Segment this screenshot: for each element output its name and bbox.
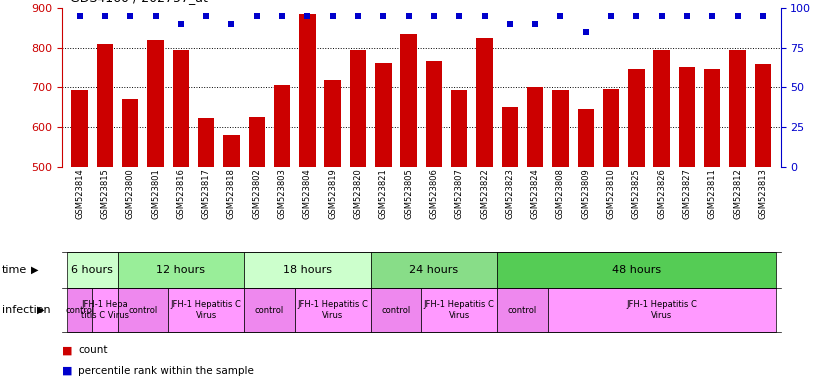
Bar (553, 90, 568, 167)
Text: ■: ■ (62, 345, 73, 355)
Point (301, 13, 314, 19)
Bar (603, 89, 620, 167)
Point (98, 13, 112, 19)
Text: control: control (65, 306, 94, 314)
Bar (401, 33, 417, 167)
Point (427, 13, 440, 19)
Point (629, 13, 643, 19)
Text: ■: ■ (62, 366, 73, 376)
Bar (249, 117, 265, 167)
Point (529, 20, 542, 27)
Text: JFH-1 Hepa
titis C Virus: JFH-1 Hepa titis C Virus (81, 300, 129, 320)
Text: control: control (382, 306, 411, 314)
Point (757, 13, 770, 19)
Bar (349, 50, 366, 167)
Point (553, 13, 567, 19)
Point (276, 13, 289, 19)
Point (73, 13, 86, 19)
Bar (122, 99, 139, 167)
Point (402, 13, 415, 19)
Text: ▶: ▶ (37, 305, 45, 315)
Point (579, 28, 592, 35)
Point (478, 13, 491, 19)
Point (681, 13, 694, 19)
Point (453, 13, 466, 19)
Point (174, 20, 188, 27)
Text: percentile rank within the sample: percentile rank within the sample (78, 366, 254, 376)
Bar (173, 50, 189, 167)
Bar (425, 61, 442, 167)
Text: JFH-1 Hepatitis C
Virus: JFH-1 Hepatitis C Virus (297, 300, 368, 320)
Point (225, 20, 238, 27)
Text: infection: infection (2, 305, 50, 315)
Point (326, 13, 339, 19)
Point (149, 13, 162, 19)
Bar (147, 40, 164, 167)
Text: GDS4160 / 202757_at: GDS4160 / 202757_at (70, 0, 208, 4)
Text: JFH-1 Hepatitis C
Virus: JFH-1 Hepatitis C Virus (626, 300, 697, 320)
Bar (653, 50, 670, 167)
Bar (729, 50, 746, 167)
Point (503, 20, 516, 27)
Point (250, 13, 263, 19)
Bar (501, 107, 518, 167)
Bar (97, 44, 113, 167)
Text: 18 hours: 18 hours (282, 265, 332, 275)
Point (731, 13, 744, 19)
Bar (704, 70, 720, 167)
Bar (527, 88, 544, 167)
Point (351, 13, 364, 19)
Point (124, 13, 137, 19)
Bar (71, 90, 88, 167)
Bar (325, 80, 341, 167)
Text: JFH-1 Hepatitis C
Virus: JFH-1 Hepatitis C Virus (424, 300, 495, 320)
Point (200, 13, 213, 19)
Bar (223, 135, 240, 167)
Text: count: count (78, 345, 108, 355)
Point (655, 13, 668, 19)
Bar (477, 38, 493, 167)
Bar (755, 64, 771, 167)
Text: 48 hours: 48 hours (612, 265, 661, 275)
Text: 12 hours: 12 hours (156, 265, 206, 275)
Bar (274, 85, 290, 167)
Text: control: control (254, 306, 284, 314)
Text: time: time (2, 265, 27, 275)
Point (377, 13, 390, 19)
Bar (375, 63, 392, 167)
Bar (577, 109, 594, 167)
Bar (198, 118, 215, 167)
Bar (299, 15, 316, 167)
Text: ▶: ▶ (31, 265, 39, 275)
Text: control: control (508, 306, 537, 314)
Bar (451, 90, 468, 167)
Text: control: control (128, 306, 158, 314)
Bar (679, 68, 695, 167)
Text: 6 hours: 6 hours (71, 265, 113, 275)
Bar (628, 70, 644, 167)
Text: 24 hours: 24 hours (410, 265, 458, 275)
Text: JFH-1 Hepatitis C
Virus: JFH-1 Hepatitis C Virus (171, 300, 242, 320)
Point (705, 13, 719, 19)
Point (605, 13, 618, 19)
